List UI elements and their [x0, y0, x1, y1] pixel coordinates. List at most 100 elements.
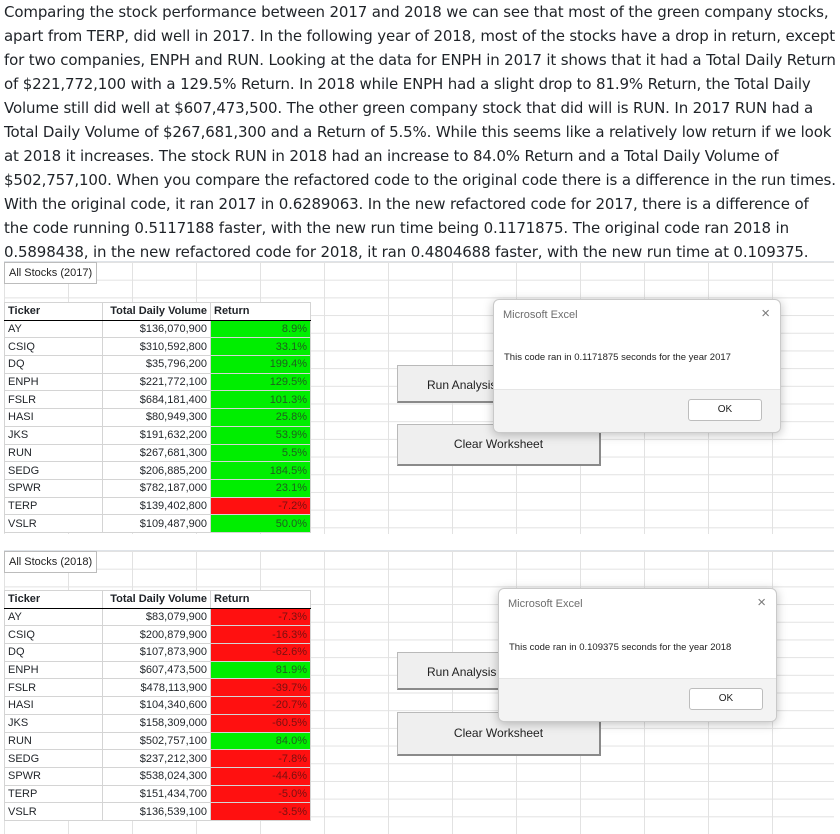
ticker-cell[interactable]: SEDG: [4, 461, 103, 480]
table-row: HASI $104,340,600 -20.7%: [4, 696, 311, 715]
ticker-cell[interactable]: SPWR: [4, 766, 103, 786]
ok-button[interactable]: OK: [689, 688, 763, 710]
volume-cell[interactable]: $107,873,900: [102, 643, 211, 662]
return-cell[interactable]: 81.9%: [210, 660, 311, 680]
return-cell[interactable]: -3.5%: [210, 802, 311, 821]
ticker-cell[interactable]: CSIQ: [4, 625, 103, 645]
table-row: VSLR $109,487,900 50.0%: [4, 514, 311, 533]
run-analysis-button[interactable]: Run Analysis: [397, 365, 507, 403]
return-cell[interactable]: -60.5%: [210, 713, 311, 733]
ticker-cell[interactable]: FSLR: [4, 390, 103, 410]
table-row: SPWR $782,187,000 23.1%: [4, 478, 311, 498]
volume-cell[interactable]: $80,949,300: [102, 408, 211, 427]
return-cell[interactable]: 129.5%: [210, 372, 311, 392]
volume-cell[interactable]: $200,879,900: [102, 625, 211, 645]
volume-cell[interactable]: $136,539,100: [102, 802, 211, 821]
table-row: DQ $107,873,900 -62.6%: [4, 643, 311, 662]
return-cell[interactable]: 5.5%: [210, 443, 311, 463]
volume-cell[interactable]: $684,181,400: [102, 390, 211, 410]
ticker-cell[interactable]: CSIQ: [4, 337, 103, 357]
volume-cell[interactable]: $237,212,300: [102, 749, 211, 768]
run-analysis-button[interactable]: Run Analysis: [397, 652, 507, 690]
ticker-cell[interactable]: ENPH: [4, 372, 103, 392]
ticker-header: Ticker: [4, 302, 103, 321]
ticker-cell[interactable]: FSLR: [4, 678, 103, 698]
return-cell[interactable]: 33.1%: [210, 337, 311, 357]
close-icon[interactable]: ×: [757, 594, 766, 611]
volume-cell[interactable]: $191,632,200: [102, 425, 211, 445]
volume-cell[interactable]: $104,340,600: [102, 696, 211, 715]
volume-cell[interactable]: $139,402,800: [102, 496, 211, 516]
ticker-cell[interactable]: HASI: [4, 696, 103, 715]
ticker-cell[interactable]: TERP: [4, 784, 103, 804]
results-table-2017: Ticker Total Daily Volume Return AY $136,…: [4, 302, 311, 533]
ticker-cell[interactable]: DQ: [4, 643, 103, 662]
ticker-cell[interactable]: AY: [4, 607, 103, 627]
return-cell[interactable]: -7.2%: [210, 496, 311, 516]
volume-cell[interactable]: $109,487,900: [102, 514, 211, 533]
return-cell[interactable]: -39.7%: [210, 678, 311, 698]
dialog-title: Microsoft Excel: [503, 309, 578, 321]
ticker-cell[interactable]: SPWR: [4, 478, 103, 498]
ticker-cell[interactable]: VSLR: [4, 802, 103, 821]
return-cell[interactable]: 199.4%: [210, 355, 311, 374]
ticker-cell[interactable]: JKS: [4, 713, 103, 733]
return-cell[interactable]: 53.9%: [210, 425, 311, 445]
table-row: SPWR $538,024,300 -44.6%: [4, 766, 311, 786]
dialog-footer: OK: [494, 389, 780, 432]
return-cell[interactable]: 8.9%: [210, 319, 311, 339]
table-row: ENPH $221,772,100 129.5%: [4, 372, 311, 392]
volume-cell[interactable]: $607,473,500: [102, 660, 211, 680]
ticker-cell[interactable]: SEDG: [4, 749, 103, 768]
table-row: AY $136,070,900 8.9%: [4, 319, 311, 339]
return-cell[interactable]: 23.1%: [210, 478, 311, 498]
return-cell[interactable]: -5.0%: [210, 784, 311, 804]
volume-cell[interactable]: $782,187,000: [102, 478, 211, 498]
return-cell[interactable]: 84.0%: [210, 731, 311, 751]
ticker-cell[interactable]: AY: [4, 319, 103, 339]
table-row: RUN $267,681,300 5.5%: [4, 443, 311, 463]
volume-cell[interactable]: $206,885,200: [102, 461, 211, 480]
ticker-cell[interactable]: DQ: [4, 355, 103, 374]
return-cell[interactable]: -16.3%: [210, 625, 311, 645]
return-cell[interactable]: -20.7%: [210, 696, 311, 715]
ticker-cell[interactable]: TERP: [4, 496, 103, 516]
ticker-cell[interactable]: JKS: [4, 425, 103, 445]
table-row: FSLR $684,181,400 101.3%: [4, 390, 311, 410]
ticker-cell[interactable]: HASI: [4, 408, 103, 427]
volume-cell[interactable]: $310,592,800: [102, 337, 211, 357]
return-cell[interactable]: 50.0%: [210, 514, 311, 533]
dialog-title: Microsoft Excel: [508, 598, 583, 610]
volume-cell[interactable]: $83,079,900: [102, 607, 211, 627]
close-icon[interactable]: ×: [761, 305, 770, 322]
return-cell[interactable]: -7.8%: [210, 749, 311, 768]
ticker-header: Ticker: [4, 590, 103, 609]
return-cell[interactable]: 101.3%: [210, 390, 311, 410]
ok-button[interactable]: OK: [688, 399, 762, 421]
worksheet-2017: All Stocks (2017) Ticker Total Daily Vol…: [4, 261, 834, 534]
ticker-cell[interactable]: RUN: [4, 443, 103, 463]
message-dialog-2017: Microsoft Excel × This code ran in 0.117…: [493, 299, 781, 433]
ticker-cell[interactable]: RUN: [4, 731, 103, 751]
return-cell[interactable]: -62.6%: [210, 643, 311, 662]
return-cell[interactable]: 25.8%: [210, 408, 311, 427]
volume-cell[interactable]: $158,309,000: [102, 713, 211, 733]
return-cell[interactable]: -7.3%: [210, 607, 311, 627]
volume-cell[interactable]: $136,070,900: [102, 319, 211, 339]
volume-cell[interactable]: $267,681,300: [102, 443, 211, 463]
volume-cell[interactable]: $478,113,900: [102, 678, 211, 698]
clear-worksheet-button[interactable]: Clear Worksheet: [397, 712, 601, 756]
ticker-cell[interactable]: ENPH: [4, 660, 103, 680]
ticker-cell[interactable]: VSLR: [4, 514, 103, 533]
dialog-message: This code ran in 0.1171875 seconds for t…: [504, 352, 731, 363]
volume-cell[interactable]: $538,024,300: [102, 766, 211, 786]
volume-cell[interactable]: $35,796,200: [102, 355, 211, 374]
results-table-2018: Ticker Total Daily Volume Return AY $83,0…: [4, 590, 311, 821]
volume-cell[interactable]: $151,434,700: [102, 784, 211, 804]
table-row: HASI $80,949,300 25.8%: [4, 408, 311, 427]
volume-cell[interactable]: $221,772,100: [102, 372, 211, 392]
return-cell[interactable]: -44.6%: [210, 766, 311, 786]
table-row: TERP $151,434,700 -5.0%: [4, 784, 311, 804]
return-cell[interactable]: 184.5%: [210, 461, 311, 480]
volume-cell[interactable]: $502,757,100: [102, 731, 211, 751]
